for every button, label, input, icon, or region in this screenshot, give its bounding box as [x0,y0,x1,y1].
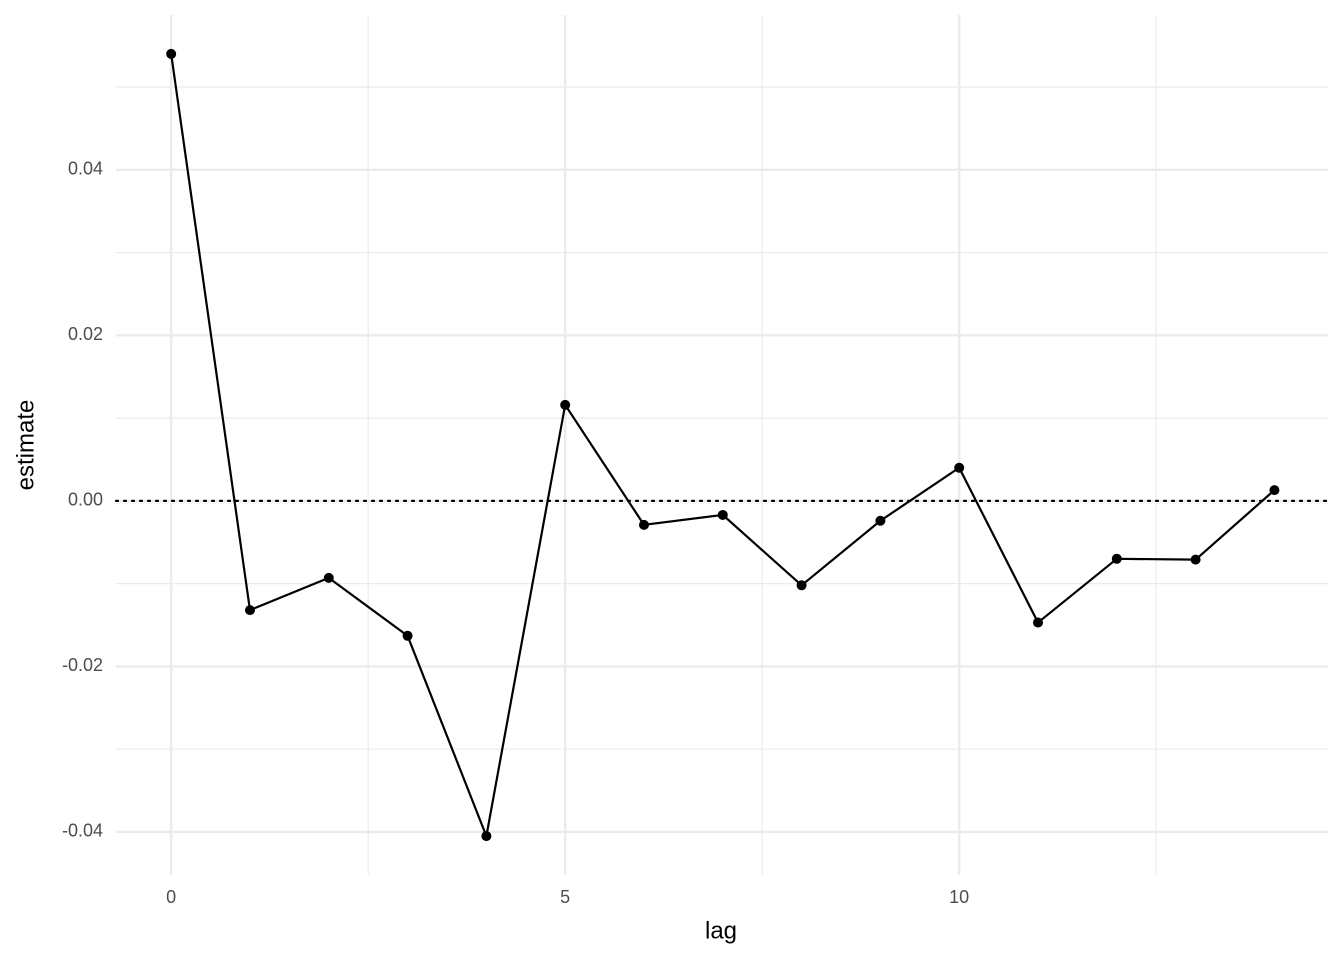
x-tick-label: 5 [560,887,570,907]
y-tick-label: -0.04 [62,821,103,841]
point [323,572,334,583]
point [560,399,571,410]
point [481,831,492,842]
y-tick-label: 0.04 [68,159,103,179]
y-tick-label: 0.02 [68,324,103,344]
point [796,580,807,591]
y-tick-label: -0.02 [62,655,103,675]
x-tick-label: 10 [949,887,969,907]
point [638,519,649,530]
x-axis-title: lag [705,917,737,944]
point [717,509,728,520]
point [402,630,413,641]
line [170,53,1276,841]
point [166,48,177,59]
y-axis-title: estimate [12,400,39,491]
point [1033,617,1044,628]
point [244,605,255,616]
y-tick-label: 0.00 [68,490,103,510]
point [954,462,965,473]
x-tick-label: 0 [166,887,176,907]
point [1111,553,1122,564]
point [1269,485,1280,496]
point [1190,554,1201,565]
point [875,515,886,526]
